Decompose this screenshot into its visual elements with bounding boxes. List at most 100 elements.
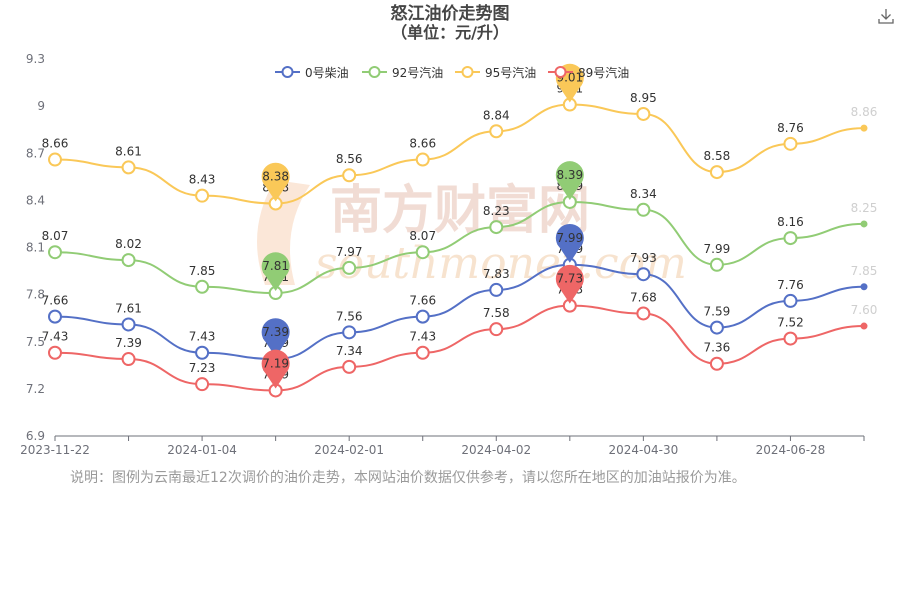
legend-item[interactable]: 92号汽油 [362,62,443,82]
y-tick-label: 7.8 [26,288,45,302]
y-tick-label: 7.5 [26,335,45,349]
marker-pin-max-shape [555,264,584,304]
y-tick-label: 9 [37,99,45,113]
x-tick-label: 2024-04-02 [461,443,531,457]
legend-item[interactable]: 0号柴油 [275,62,349,82]
download-icon[interactable] [876,6,896,26]
data-label: 7.85 [851,264,878,278]
data-label: 8.34 [630,187,657,201]
legend-symbol-icon [362,66,387,78]
data-point [860,220,868,228]
marker-pin-min-label: 7.39 [262,325,289,339]
marker-pin-min: 7.19 [261,349,290,389]
data-point [195,377,210,392]
data-label: 8.07 [42,229,69,243]
data-point [48,245,62,260]
marker-pin-max: 7.99 [555,223,584,263]
data-label: 8.61 [115,144,142,158]
legend-label: 89号汽油 [578,65,630,80]
data-label: 7.36 [704,341,731,355]
marker-pin-min-label: 7.19 [262,356,289,370]
legend-symbol-icon [455,66,480,78]
data-label: 7.39 [115,336,142,350]
marker-pin-min-label: 8.38 [262,170,289,184]
data-label: 8.56 [336,152,363,166]
data-label: 8.76 [777,121,804,135]
legend-item[interactable]: 89号汽油 [548,62,629,82]
marker-pin-min: 7.81 [261,252,290,292]
data-point [709,165,724,180]
data-point [709,257,724,272]
data-point [415,345,430,360]
footnote: 说明：图例为云南最近12次调价的油价走势，本网站油价数据仅供参考，请以您所在地区… [70,470,746,486]
data-label: 7.34 [336,344,363,358]
data-label: 7.58 [483,306,510,320]
legend-label: 0号柴油 [305,65,349,80]
data-point [783,293,798,308]
data-label: 8.23 [483,204,510,218]
data-label: 7.23 [189,361,216,375]
data-label: 7.97 [336,245,363,259]
data-label: 7.66 [409,294,436,308]
data-point [636,202,651,217]
data-point [121,160,136,175]
data-point [636,267,651,282]
data-label: 7.93 [630,251,657,265]
y-tick-label: 8.1 [26,241,45,255]
data-label: 8.86 [851,105,878,119]
data-label: 8.43 [189,173,216,187]
data-point [860,283,868,291]
series-line-2 [54,103,865,205]
data-point [415,309,430,324]
data-point [860,124,868,132]
data-point [121,352,136,367]
data-point [860,322,868,330]
legend-item[interactable]: 95号汽油 [455,62,536,82]
x-tick-label: 2024-02-01 [314,443,384,457]
data-label: 7.60 [851,303,878,317]
marker-pin-max: 8.39 [555,161,584,200]
data-point [48,309,62,324]
data-label: 7.83 [483,267,510,281]
data-point [489,124,504,139]
data-point [709,356,724,371]
data-label: 7.43 [42,330,69,344]
marker-pin-min: 8.38 [261,162,290,202]
marker-pin-max-label: 7.73 [556,272,583,286]
x-tick-label: 2024-01-04 [167,443,237,457]
data-label: 7.66 [42,294,69,308]
data-point [342,260,357,275]
marker-pin-max: 7.73 [555,264,584,304]
data-point [489,322,504,337]
legend-label: 95号汽油 [485,65,537,80]
chart-subtitle: （单位：元/升） [391,23,509,42]
marker-pin-min: 7.39 [261,318,290,358]
data-label: 8.66 [42,137,69,151]
marker-pin-max-label: 7.99 [556,231,583,245]
data-point [195,279,210,294]
data-label: 7.52 [777,316,804,330]
legend-label: 92号汽油 [392,65,444,80]
y-tick-label: 9.3 [26,52,45,66]
data-point [489,220,504,235]
x-tick-label: 2024-06-28 [756,443,826,457]
data-point [636,306,651,321]
data-label: 7.99 [704,242,731,256]
data-point [48,152,62,167]
data-label: 8.02 [115,237,142,251]
data-label: 7.56 [336,309,363,323]
data-point [489,282,504,297]
y-tick-label: 8.4 [26,193,45,207]
data-point [783,136,798,151]
series-line-1 [54,200,865,295]
series-line-3 [54,304,865,392]
marker-pin-min-label: 7.81 [262,259,289,273]
data-label: 7.59 [704,305,731,319]
data-point [636,106,651,121]
data-label: 8.84 [483,108,510,122]
y-tick-label: 7.2 [26,382,45,396]
data-point [342,359,357,374]
data-point [195,188,210,203]
series-line-0 [54,263,865,361]
data-point [783,331,798,346]
